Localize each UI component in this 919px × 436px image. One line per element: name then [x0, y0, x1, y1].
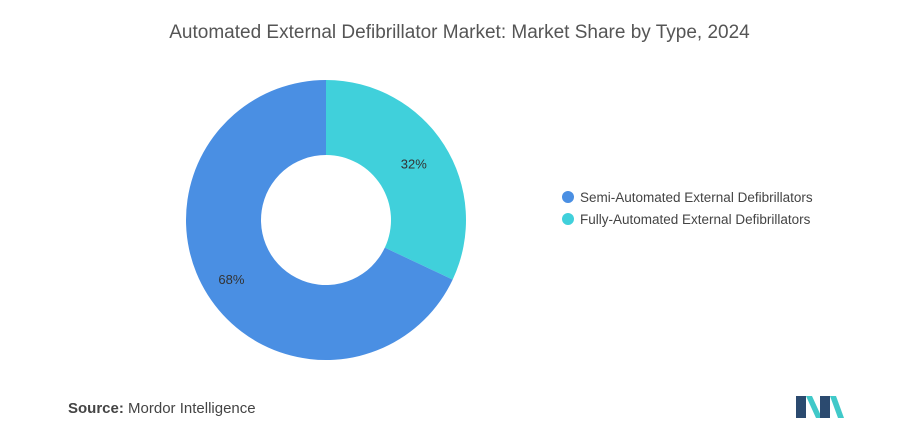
- mordor-intelligence-logo-icon: [796, 396, 844, 418]
- slice-label-fully-automated: 32%: [401, 156, 427, 171]
- chart-legend: Semi-Automated External Defibrillators F…: [562, 186, 813, 230]
- source-value: Mordor Intelligence: [128, 400, 256, 417]
- logo-stroke-2: [806, 396, 822, 418]
- slice-label-semi-automated: 68%: [218, 272, 244, 287]
- legend-label-fully-automated: Fully-Automated External Defibrillators: [580, 211, 811, 227]
- legend-item-fully-automated: Fully-Automated External Defibrillators: [562, 208, 813, 230]
- source-label: Source:: [68, 400, 124, 417]
- source-note: Source: Mordor Intelligence: [68, 400, 256, 417]
- chart-title: Automated External Defibrillator Market:…: [169, 22, 750, 43]
- donut-slice-semi-automated: [185, 80, 453, 360]
- logo-stroke-1: [796, 396, 806, 418]
- legend-swatch-semi-automated: [562, 191, 574, 203]
- logo-stroke-4: [830, 396, 844, 418]
- legend-label-semi-automated: Semi-Automated External Defibrillators: [580, 189, 813, 205]
- legend-item-semi-automated: Semi-Automated External Defibrillators: [562, 186, 813, 208]
- legend-swatch-fully-automated: [562, 213, 574, 225]
- logo-stroke-3: [820, 396, 830, 418]
- donut-slice-fully-automated: [326, 80, 466, 280]
